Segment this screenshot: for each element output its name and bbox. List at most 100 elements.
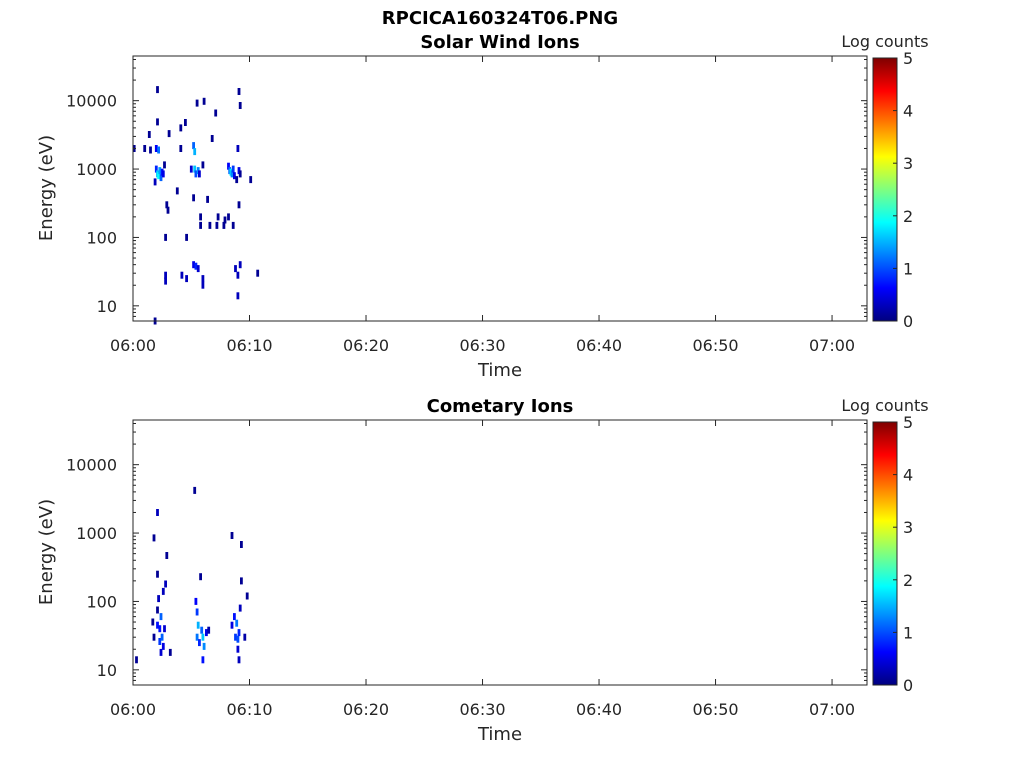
spectrogram-cell [163, 161, 166, 169]
spectrogram-cell [237, 629, 241, 637]
spectrogram-cell [135, 656, 138, 664]
spectrogram-cell [156, 118, 159, 126]
spectrogram-cell [159, 648, 163, 656]
spectrogram-cell [156, 86, 159, 94]
x-axis-label: Time [477, 724, 522, 745]
spectrogram-cell [194, 597, 198, 605]
spectrogram-cell [164, 277, 167, 285]
spectrogram-cell [256, 269, 260, 277]
spectrogram-cell [185, 275, 188, 283]
spectrogram-cell [151, 618, 155, 626]
y-tick-label: 100 [86, 228, 117, 247]
panel-cometary-ions: Cometary Ions 06:00 06:10 06:20 06:30 06:40 0… [36, 396, 929, 745]
colorbar-tick-label: 4 [903, 466, 913, 485]
panel-solar-wind-ions: Solar Wind Ions 06:00 06:10 06:20 06:30 06:4… [36, 32, 929, 381]
spectrogram-cell [165, 552, 169, 559]
spectrogram-cell [201, 275, 205, 283]
spectrogram-cell [207, 626, 211, 634]
x-tick-label: 07:00 [809, 700, 855, 719]
spectrogram-cell [236, 292, 240, 300]
panel-title: Cometary Ions [427, 396, 574, 417]
spectrogram-cell [214, 109, 218, 117]
spectrogram-cell [201, 281, 205, 289]
spectrogram-cell [158, 625, 162, 633]
spectrogram-marks [132, 86, 260, 325]
spectrogram-cell [227, 162, 230, 170]
x-tick-label: 06:10 [226, 700, 272, 719]
y-axis: 10 100 1000 10000 [66, 422, 867, 686]
spectrogram-cell [193, 148, 197, 156]
spectrogram-cell [156, 570, 159, 578]
spectrogram-cell [236, 635, 240, 643]
spectrogram-cell [234, 633, 237, 641]
x-axis: 06:00 06:10 06:20 06:30 06:40 06:50 07:00 [110, 56, 855, 355]
colorbar-tick-label: 5 [903, 413, 913, 432]
spectrogram-cell [152, 534, 156, 542]
spectrogram-cell [243, 633, 247, 641]
colorbar-tick-label: 1 [903, 623, 913, 642]
spectrogram-cell [249, 176, 253, 184]
colorbar-bar [872, 57, 898, 322]
spectrogram-cell [237, 88, 241, 95]
colorbar-tick-label: 0 [903, 312, 913, 331]
colorbar-label: Log counts [841, 396, 928, 415]
spectrogram-cell [168, 648, 172, 656]
spectrogram-cell [198, 170, 201, 178]
spectrogram-cell [159, 613, 163, 621]
spectrogram-cell [238, 261, 242, 269]
x-tick-label: 06:50 [692, 700, 738, 719]
spectrogram-cell [192, 142, 195, 150]
spectrogram-cell [230, 170, 234, 178]
spectrogram-cell [201, 656, 205, 664]
y-tick-label: 10000 [66, 92, 117, 111]
spectrogram-cell [156, 606, 159, 614]
x-axis-label: Time [477, 360, 522, 381]
colorbar-tick-label: 0 [903, 676, 913, 695]
spectrogram-cell [161, 642, 165, 650]
spectrogram-cell [161, 170, 165, 178]
y-axis-label: Energy (eV) [36, 135, 57, 241]
spectrogram-cell [202, 97, 206, 105]
spectrogram-cell [158, 638, 162, 645]
spectrogram-cell [240, 577, 243, 585]
spectrogram-cell [193, 486, 197, 494]
spectrogram-cell [206, 195, 209, 203]
y-axis-label: Energy (eV) [36, 499, 57, 605]
plot-frame [132, 419, 868, 686]
spectrogram-cell [165, 201, 169, 209]
x-tick-label: 06:40 [576, 336, 622, 355]
spectrogram-cell [199, 213, 202, 221]
spectrogram-cell [161, 587, 165, 595]
spectrogram-cell [231, 165, 235, 173]
spectrogram-cell [152, 633, 156, 641]
colorbar-tick-label: 4 [903, 102, 913, 121]
spectrogram-cell [159, 174, 163, 182]
spectrogram-cell [202, 642, 206, 650]
spectrogram-cell [194, 170, 198, 178]
spectrogram-cell [185, 233, 188, 241]
x-tick-label: 06:30 [459, 700, 505, 719]
spectrogram-cell [143, 145, 147, 152]
spectrogram-cell [156, 621, 159, 629]
spectrogram-cell [156, 509, 159, 516]
spectrogram-cell [236, 271, 240, 279]
spectrogram-cell [154, 165, 158, 173]
plot-frame [132, 55, 868, 322]
spectrogram-cell [234, 265, 237, 273]
y-tick-label: 1000 [76, 524, 117, 543]
spectrogram-cell [166, 206, 170, 214]
spectrogram-cell [223, 216, 227, 224]
x-tick-label: 06:00 [110, 336, 156, 355]
x-tick-label: 06:50 [692, 336, 738, 355]
spectrogram-cell [201, 633, 205, 641]
spectrogram-cell [153, 178, 157, 186]
spectrogram-cell [157, 172, 160, 180]
spectrogram-cell [205, 629, 208, 637]
x-tick-label: 06:10 [226, 336, 272, 355]
spectrogram-cell [233, 172, 236, 180]
colorbar-tick-label: 2 [903, 207, 913, 226]
spectrogram-cell [189, 165, 193, 173]
x-tick-label: 06:30 [459, 336, 505, 355]
x-tick-label: 06:20 [343, 700, 389, 719]
spectrogram-cell [240, 541, 243, 548]
